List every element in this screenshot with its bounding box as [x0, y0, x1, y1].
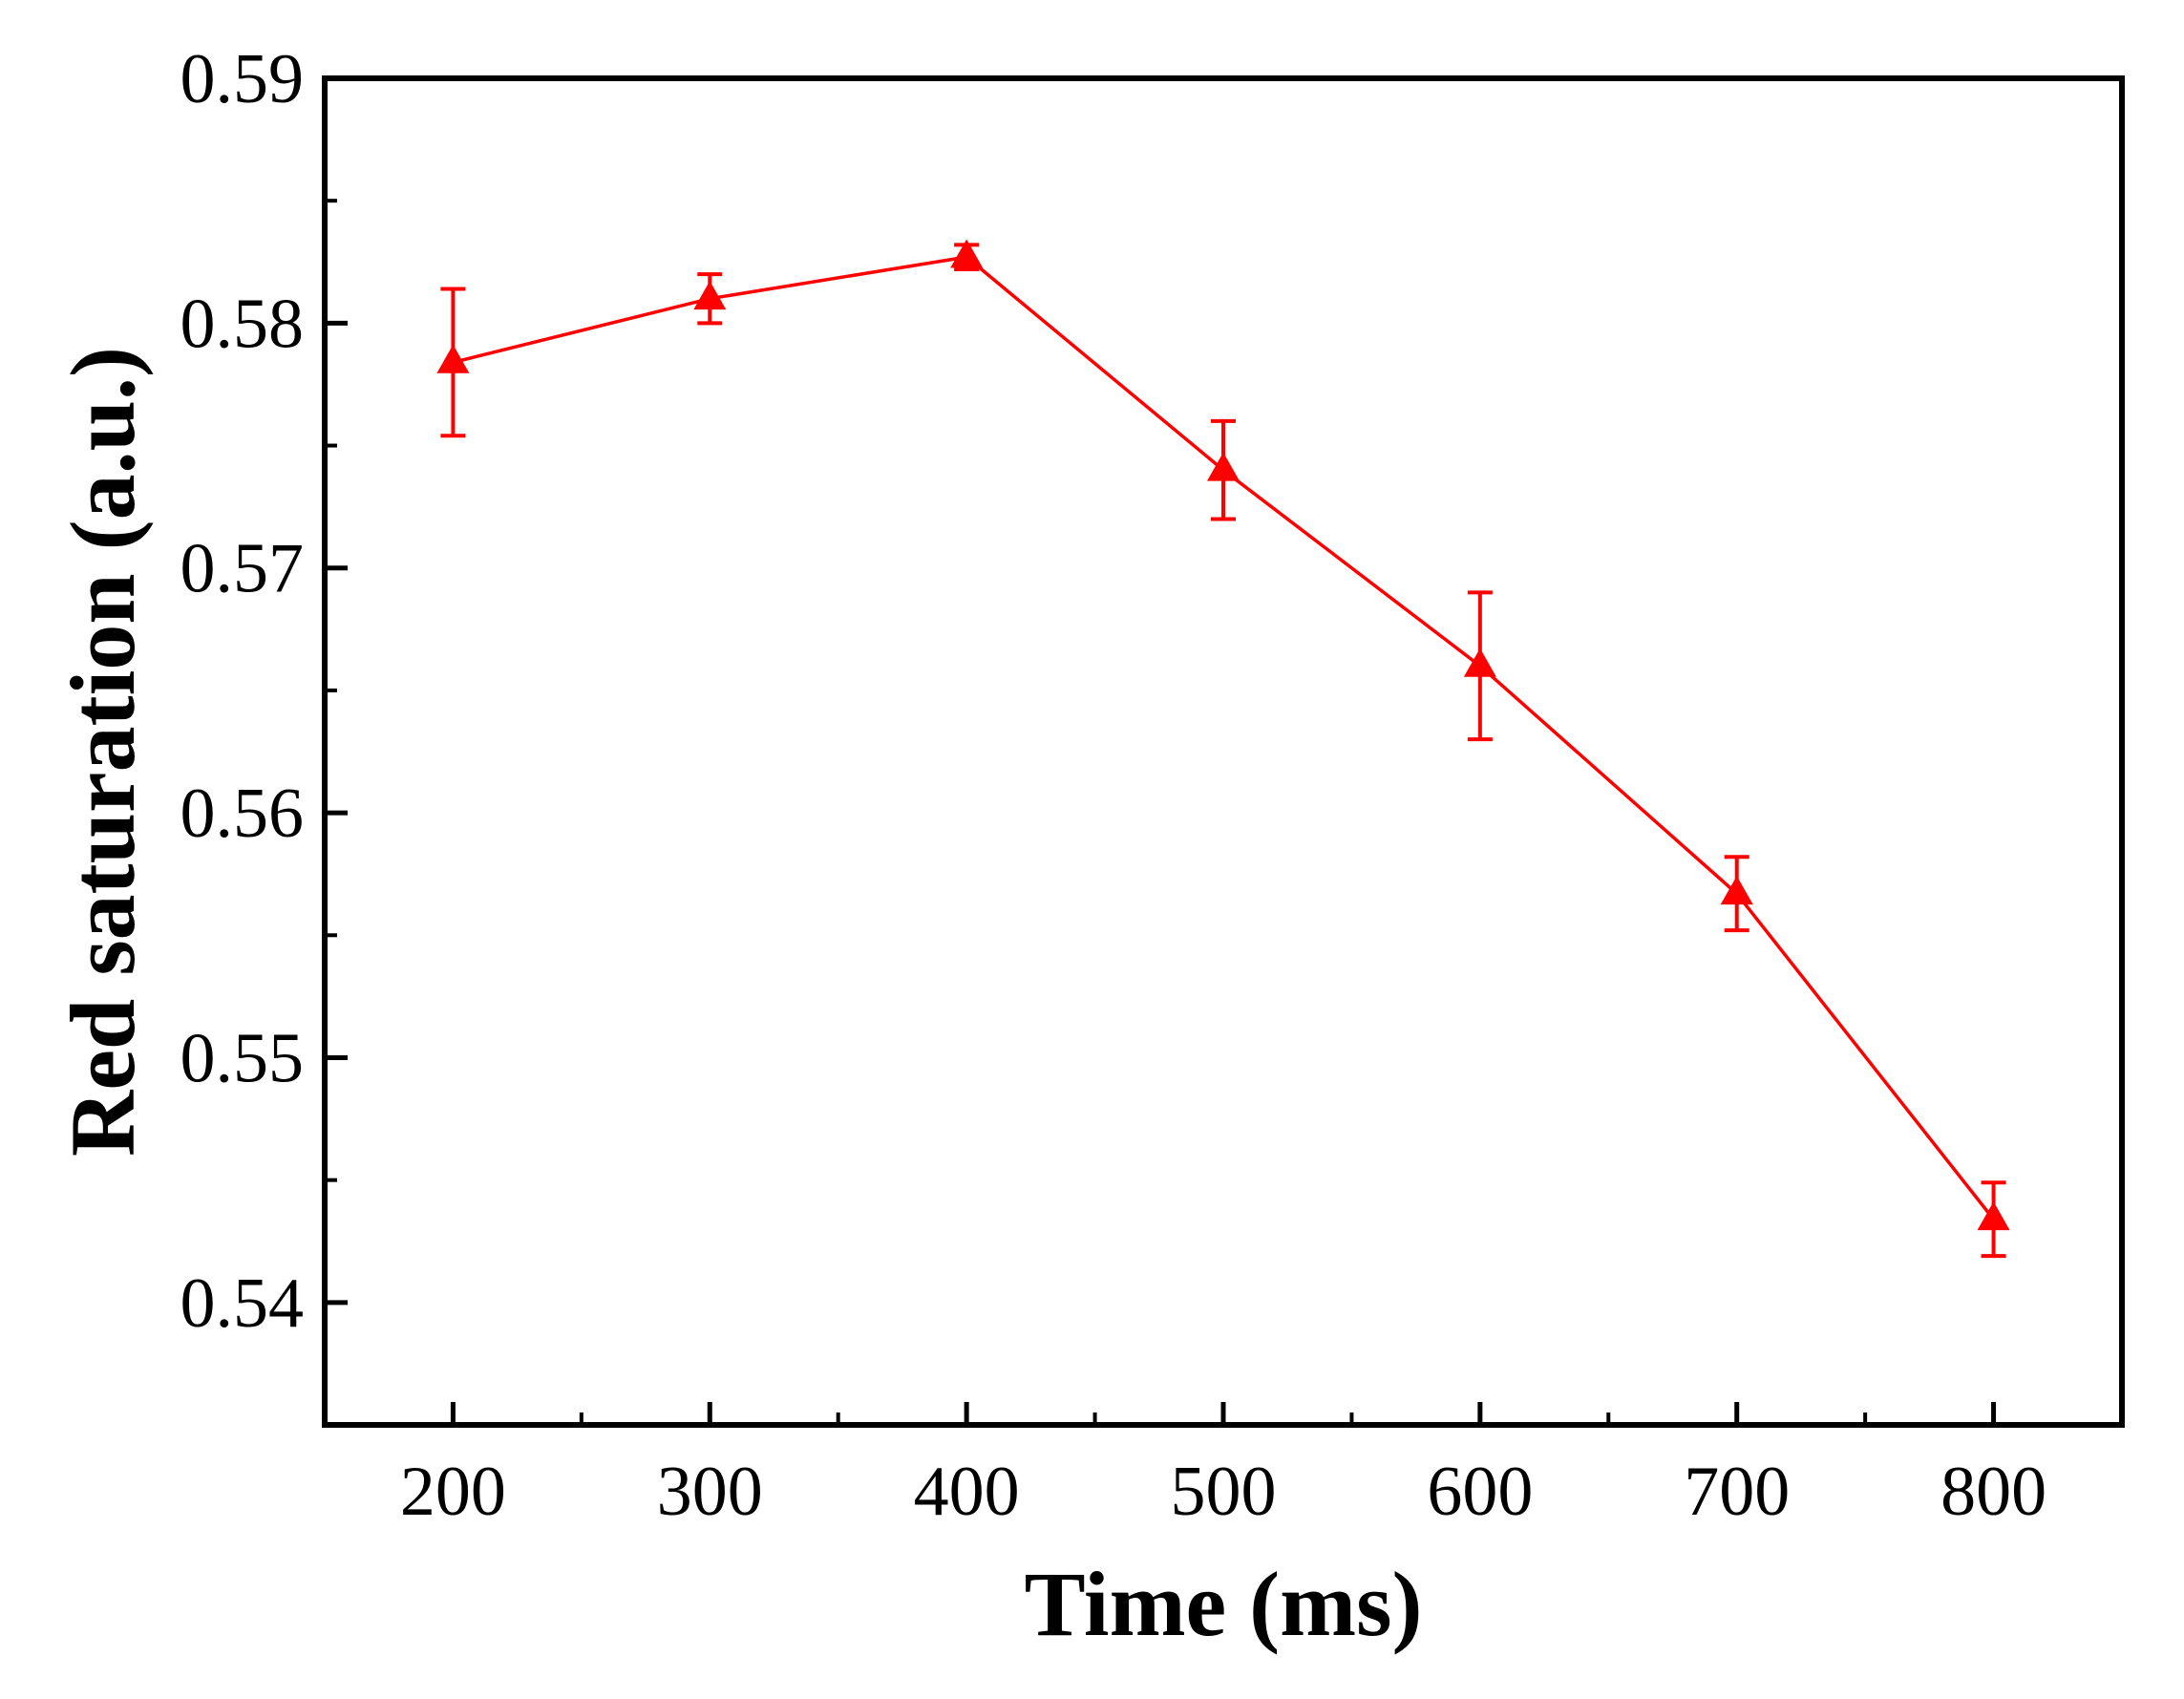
y-tick-label: 0.55 — [180, 1019, 305, 1097]
x-tick-label: 400 — [914, 1453, 1020, 1531]
x-axis-tick-labels: 200 300 400 500 600 700 800 — [400, 1453, 2046, 1531]
y-tick-label: 0.54 — [180, 1264, 305, 1343]
x-tick-label: 300 — [657, 1453, 763, 1531]
data-point-marker — [1207, 452, 1240, 481]
data-point-marker — [950, 239, 984, 268]
y-tick-label: 0.59 — [180, 40, 305, 118]
y-tick-label: 0.58 — [180, 285, 305, 363]
x-tick-label: 500 — [1171, 1453, 1277, 1531]
x-axis-title: Time (ms) — [1025, 1553, 1423, 1655]
series-group — [436, 239, 2010, 1259]
series-layer — [436, 239, 2010, 1259]
data-point-marker — [436, 344, 470, 373]
plot-frame — [322, 75, 2125, 1428]
data-point-marker — [1720, 876, 1753, 905]
x-tick-label: 600 — [1427, 1453, 1533, 1531]
y-tick-label: 0.56 — [180, 775, 305, 853]
x-axis-ticks — [450, 1402, 1997, 1425]
y-axis-tick-labels: 0.54 0.55 0.56 0.57 0.58 0.59 — [180, 40, 305, 1343]
x-tick-label: 700 — [1684, 1453, 1790, 1531]
y-tick-label: 0.57 — [180, 530, 305, 608]
y-axis-title: Red saturation (a.u.) — [52, 347, 154, 1157]
data-point-marker — [693, 281, 727, 310]
data-point-marker — [1977, 1201, 2010, 1231]
data-point-marker — [1463, 648, 1496, 677]
x-tick-label: 800 — [1940, 1453, 2046, 1531]
x-tick-label: 200 — [400, 1453, 506, 1531]
